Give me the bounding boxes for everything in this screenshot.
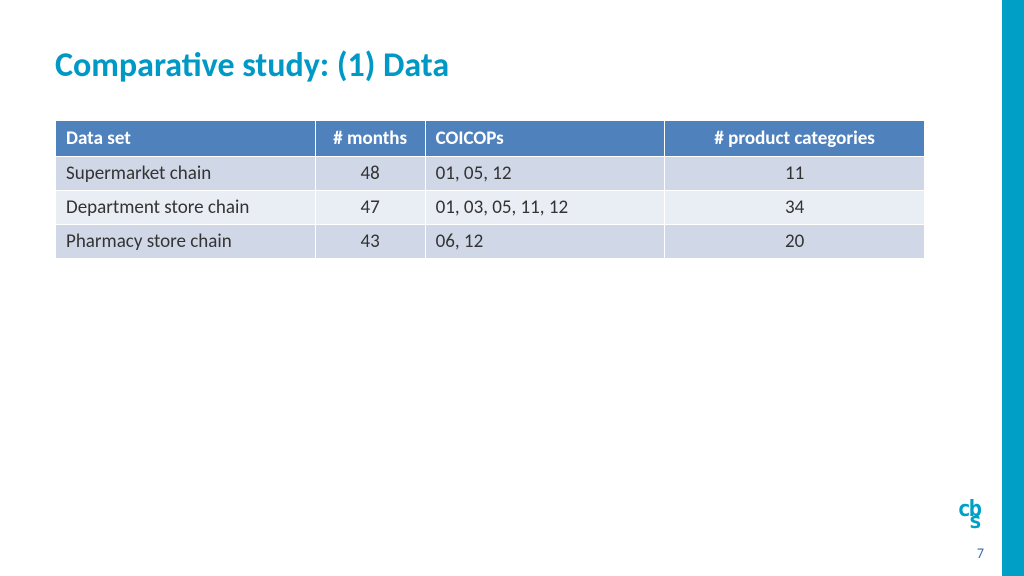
table-row: Pharmacy store chain4306, 1220 bbox=[56, 225, 925, 259]
table-row: Department store chain4701, 03, 05, 11, … bbox=[56, 191, 925, 225]
cbs-logo-icon: cb s bbox=[958, 504, 981, 528]
table-cell: Pharmacy store chain bbox=[56, 225, 316, 259]
slide: Comparative study: (1) Data Data set # m… bbox=[0, 0, 1024, 576]
col-coicops: COICOPs bbox=[425, 121, 665, 157]
page-title: Comparative study: (1) Data bbox=[55, 45, 449, 86]
page-number: 7 bbox=[977, 545, 984, 562]
col-categories: # product categories bbox=[665, 121, 925, 157]
table-cell: 11 bbox=[665, 157, 925, 191]
table-cell: 06, 12 bbox=[425, 225, 665, 259]
table-cell: Supermarket chain bbox=[56, 157, 316, 191]
accent-bar bbox=[1002, 0, 1024, 576]
table-row: Supermarket chain4801, 05, 1211 bbox=[56, 157, 925, 191]
data-table: Data set # months COICOPs # product cate… bbox=[55, 120, 925, 259]
table-cell: Department store chain bbox=[56, 191, 316, 225]
table-cell: 43 bbox=[315, 225, 425, 259]
table-cell: 01, 03, 05, 11, 12 bbox=[425, 191, 665, 225]
table-body: Supermarket chain4801, 05, 1211Departmen… bbox=[56, 157, 925, 259]
table-cell: 48 bbox=[315, 157, 425, 191]
table-header-row: Data set # months COICOPs # product cate… bbox=[56, 121, 925, 157]
col-dataset: Data set bbox=[56, 121, 316, 157]
table-cell: 20 bbox=[665, 225, 925, 259]
table-cell: 01, 05, 12 bbox=[425, 157, 665, 191]
col-months: # months bbox=[315, 121, 425, 157]
table-cell: 34 bbox=[665, 191, 925, 225]
table-cell: 47 bbox=[315, 191, 425, 225]
